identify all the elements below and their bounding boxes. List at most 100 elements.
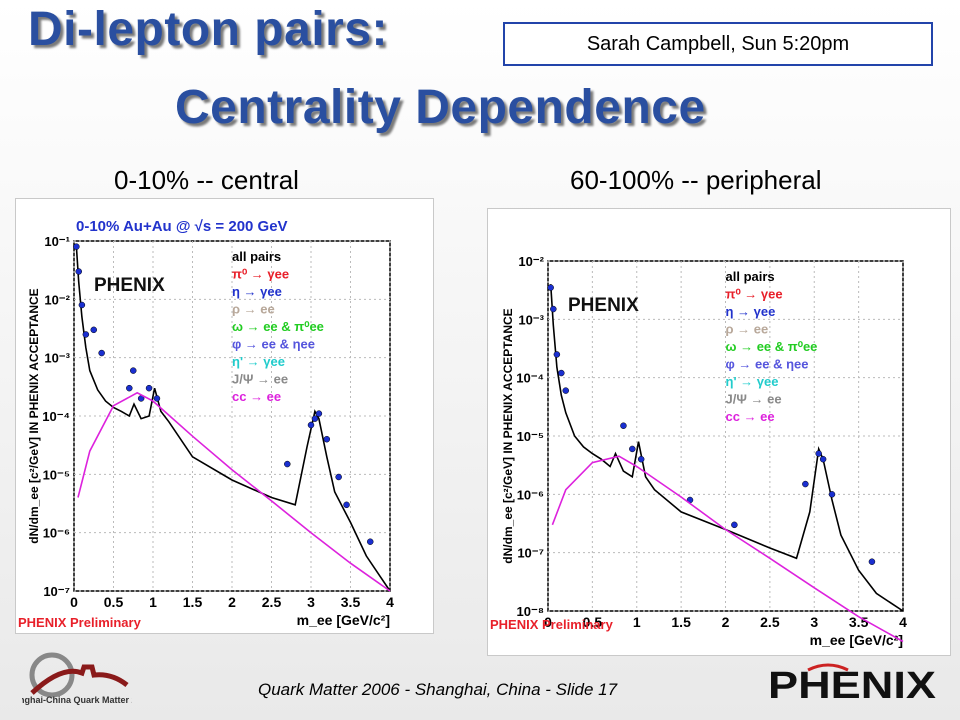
x-axis-label: m_ee [GeV/c²] <box>810 632 903 648</box>
data-point <box>307 421 315 429</box>
data-point <box>868 558 876 565</box>
y-tick-label: 10⁻² <box>44 292 70 307</box>
slide-footer: Quark Matter 2006 - Shanghai, China - Sl… <box>258 680 618 699</box>
data-point <box>815 450 822 457</box>
data-point <box>550 305 557 313</box>
peripheral-chart-panel: 0 0.5 1 1.5 2 2.5 3 3.5 4 10⁻⁸ 10⁻⁷ 10⁻⁶ 10⁻⁵ 10⁻⁴ 10⁻… <box>487 208 951 656</box>
conference-logo: Shanghai-China Quark Matter 2006 <box>22 652 132 705</box>
legend-entry: ω → ee & π⁰ee <box>726 339 818 354</box>
data-point <box>284 460 291 468</box>
data-point <box>126 384 133 392</box>
data-point <box>311 415 319 422</box>
data-point <box>335 473 342 481</box>
series-line <box>77 391 391 592</box>
x-tick-label: 2 <box>228 594 236 610</box>
data-point <box>558 369 565 377</box>
y-tick-label: 10⁻⁶ <box>517 487 544 502</box>
plot-logo: PHENIX <box>568 295 639 316</box>
data-point <box>731 521 738 529</box>
legend-entry: all pairs <box>232 249 281 264</box>
data-point <box>78 301 86 309</box>
peripheral-chart: 0 0.5 1 1.5 2 2.5 3 3.5 4 10⁻⁸ 10⁻⁷ 10⁻⁶ 10⁻⁵ 10⁻⁴ 10⁻… <box>490 254 907 648</box>
x-tick-label: 3.5 <box>849 614 869 630</box>
data-point <box>620 422 627 429</box>
data-point <box>562 387 569 394</box>
y-tick-label: 10⁻³ <box>44 351 70 366</box>
preliminary-watermark: PHENIX Preliminary <box>490 617 614 632</box>
data-point <box>637 455 645 463</box>
x-tick-label: 3 <box>810 614 818 630</box>
legend-entry: ρ → ee <box>232 302 275 317</box>
legend-entry: π⁰ → γee <box>232 267 289 282</box>
y-tick-label: 10⁻⁵ <box>43 467 70 482</box>
legend-entry: η' → γee <box>232 354 285 369</box>
y-axis-label: dN/dm_ee [c²/GeV] IN PHENIX ACCEPTANCE <box>501 308 515 563</box>
x-tick-label: 4 <box>386 594 394 610</box>
x-tick-label: 0 <box>70 594 78 610</box>
data-point <box>90 326 97 334</box>
slide-title-line2: Centrality Dependence <box>175 81 706 134</box>
data-point <box>75 268 82 275</box>
phenix-logo-text: PHENIX <box>768 665 937 706</box>
data-point <box>819 455 827 463</box>
x-tick-label: 0 <box>544 614 552 630</box>
legend-entry: J/Ψ → ee <box>726 392 782 407</box>
speaker-info-box: Sarah Campbell, Sun 5:20pm <box>503 22 933 66</box>
x-tick-label: 2.5 <box>262 594 282 610</box>
data-point <box>82 331 90 338</box>
x-tick-label: 1.5 <box>671 614 691 630</box>
data-point <box>547 284 554 291</box>
phenix-logo: PHENIX <box>768 663 937 706</box>
central-chart-panel: 0 0.5 1 1.5 2 2.5 3 3.5 4 10⁻⁷ 10⁻⁶ 10⁻⁵ 10⁻⁴ 10⁻³ 10⁻… <box>15 198 434 634</box>
legend-entry: π⁰ → γee <box>726 287 783 302</box>
left-panel-subtitle: 0-10% -- central <box>114 165 299 195</box>
x-tick-label: 1.5 <box>183 594 203 610</box>
x-tick-label: 1 <box>149 594 157 610</box>
x-tick-label: 2 <box>722 614 730 630</box>
y-tick-label: 10⁻⁵ <box>517 429 544 444</box>
right-panel-subtitle: 60-100% -- peripheral <box>570 165 822 195</box>
chart-title: 0-10% Au+Au @ √s = 200 GeV <box>76 218 288 235</box>
legend-entry: cc → ee <box>232 389 281 404</box>
x-tick-label: 0.5 <box>104 594 124 610</box>
y-tick-label: 10⁻⁷ <box>517 546 544 561</box>
x-tick-label: 1 <box>633 614 641 630</box>
y-tick-label: 10⁻⁴ <box>42 409 70 424</box>
data-point <box>145 384 153 392</box>
central-chart: 0 0.5 1 1.5 2 2.5 3 3.5 4 10⁻⁷ 10⁻⁶ 10⁻⁵ 10⁻⁴ 10⁻³ 10⁻… <box>18 218 394 630</box>
preliminary-watermark: PHENIX Preliminary <box>18 615 142 630</box>
y-tick-label: 10⁻⁸ <box>517 604 544 619</box>
data-point <box>323 435 331 443</box>
speaker-info: Sarah Campbell, Sun 5:20pm <box>586 32 850 55</box>
legend-entry: η → γee <box>726 304 776 319</box>
legend-entry: η → γee <box>232 284 282 299</box>
series-line <box>551 455 904 643</box>
conference-logo-text: Shanghai-China Quark Matter 2006 <box>22 695 132 705</box>
data-point <box>828 491 836 498</box>
x-tick-label: 2.5 <box>760 614 780 630</box>
x-tick-label: 3.5 <box>341 594 361 610</box>
legend-entry: cc → ee <box>726 409 775 424</box>
y-tick-label: 10⁻¹ <box>44 234 70 249</box>
data-point <box>315 410 323 417</box>
slide-title-line1: Di-lepton pairs: <box>28 3 389 56</box>
x-tick-label: 4 <box>899 614 907 630</box>
data-point <box>629 445 636 453</box>
legend-entry: φ → ee & ηee <box>232 337 315 352</box>
y-tick-label: 10⁻⁶ <box>43 526 70 541</box>
data-point <box>802 480 809 488</box>
data-point <box>153 395 161 402</box>
legend-entry: all pairs <box>726 269 775 284</box>
y-tick-label: 10⁻⁴ <box>516 371 544 386</box>
data-point <box>98 349 105 357</box>
legend-entry: φ → ee & ηee <box>726 357 809 372</box>
data-point <box>553 351 561 358</box>
x-axis-label: m_ee [GeV/c²] <box>297 612 390 628</box>
y-axis-label: dN/dm_ee [c²/GeV] IN PHENIX ACCEPTANCE <box>27 288 41 543</box>
data-point <box>130 367 137 374</box>
plot-logo: PHENIX <box>94 275 165 296</box>
data-point <box>343 501 350 509</box>
data-point <box>73 243 80 250</box>
data-point <box>367 538 374 545</box>
legend-entry: ρ → ee <box>726 322 769 337</box>
